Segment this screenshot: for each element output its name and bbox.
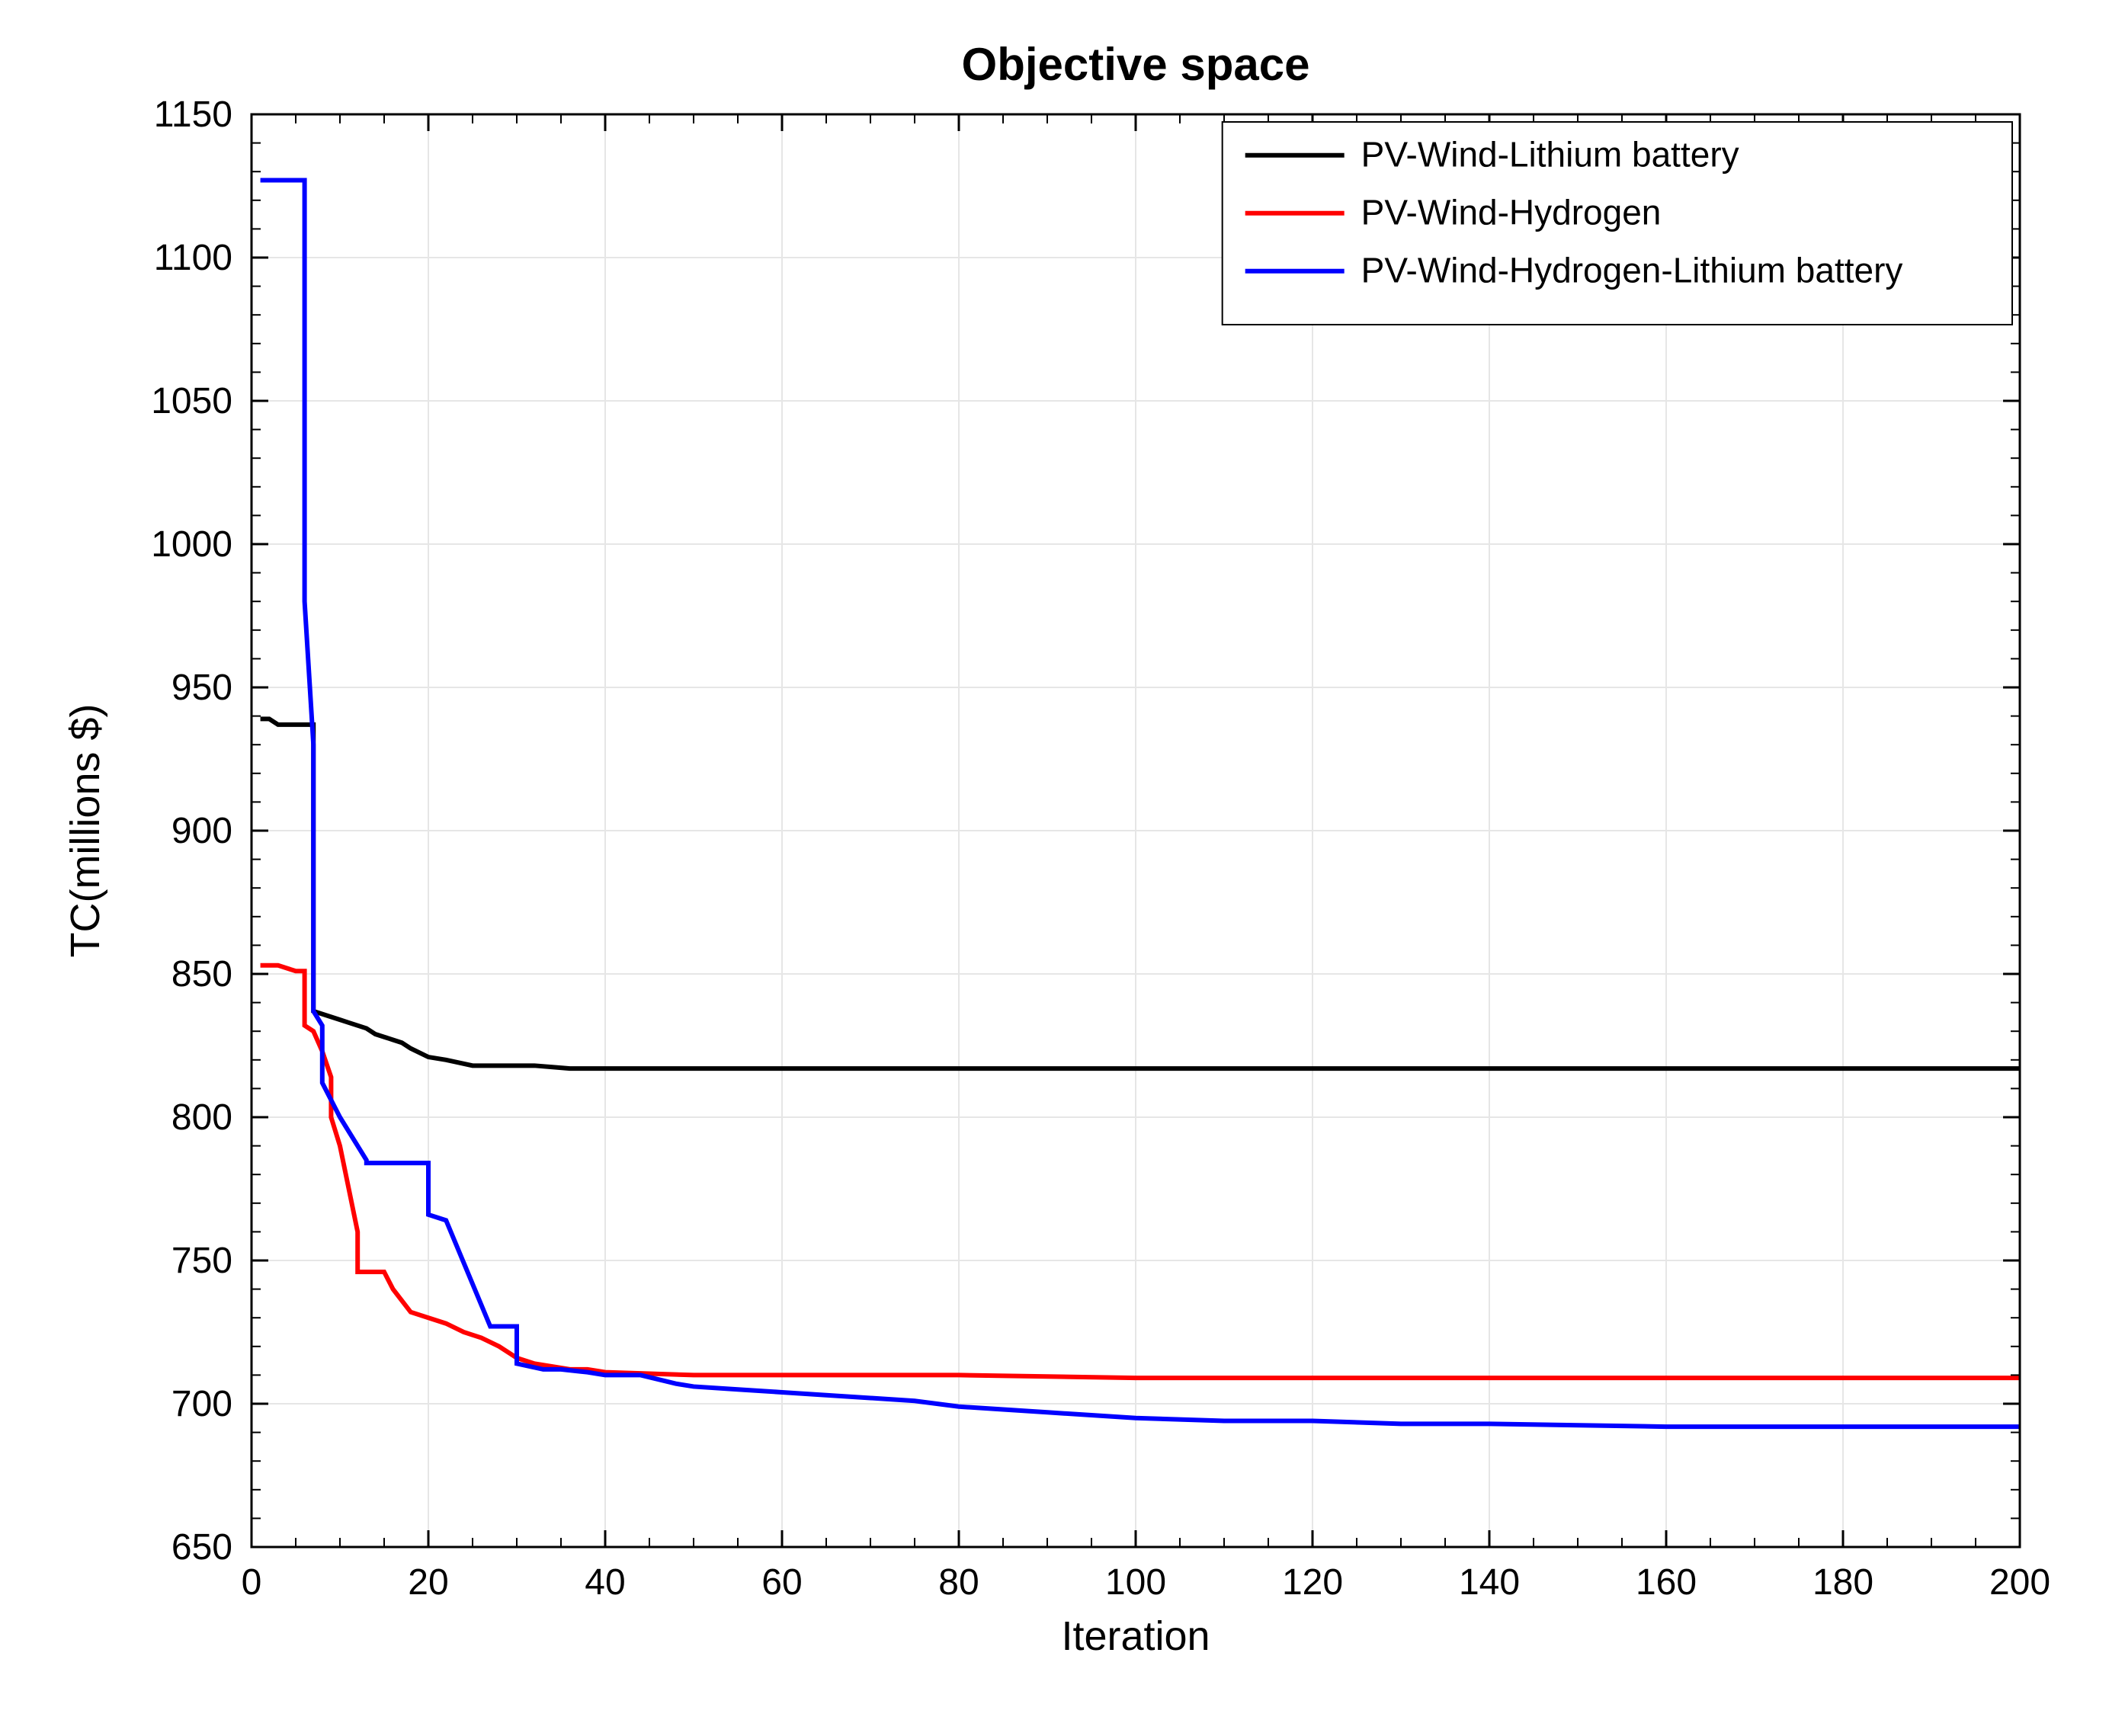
y-tick-label: 1100 [154,238,232,278]
y-tick-label: 850 [171,954,232,995]
y-tick-label: 700 [171,1384,232,1424]
y-tick-label: 1050 [151,381,232,421]
y-tick-label: 1150 [154,94,232,135]
x-tick-label: 160 [1636,1562,1697,1603]
x-tick-label: 20 [408,1562,448,1603]
x-tick-label: 200 [1989,1562,2050,1603]
x-tick-label: 40 [585,1562,625,1603]
x-tick-label: 60 [761,1562,802,1603]
y-axis-label: TC(millions $) [63,703,108,957]
x-tick-label: 180 [1813,1562,1873,1603]
y-tick-label: 750 [171,1241,232,1281]
legend-label: PV-Wind-Hydrogen-Lithium battery [1361,251,1903,290]
y-tick-label: 950 [171,668,232,708]
x-tick-label: 140 [1459,1562,1520,1603]
chart-title: Objective space [962,39,1310,90]
legend-label: PV-Wind-Lithium battery [1361,135,1739,175]
legend: PV-Wind-Lithium battery PV-Wind-Hydrogen P… [1223,122,2012,325]
y-tick-label: 800 [171,1097,232,1138]
legend-label: PV-Wind-Hydrogen [1361,193,1662,232]
chart-container: 0 20 40 60 80 100 120 140 160 180 200 650 700 750 800 8… [0,0,2109,1736]
y-tick-label: 900 [171,811,232,851]
x-tick-label: 0 [242,1562,262,1603]
y-tick-label: 1000 [151,524,232,565]
y-tick-label: 650 [171,1527,232,1568]
x-tick-label: 120 [1282,1562,1343,1603]
x-tick-label: 100 [1105,1562,1166,1603]
convergence-chart: 0 20 40 60 80 100 120 140 160 180 200 650 700 750 800 8… [0,0,2109,1736]
x-axis-label: Iteration [1061,1613,1210,1659]
x-tick-label: 80 [938,1562,979,1603]
